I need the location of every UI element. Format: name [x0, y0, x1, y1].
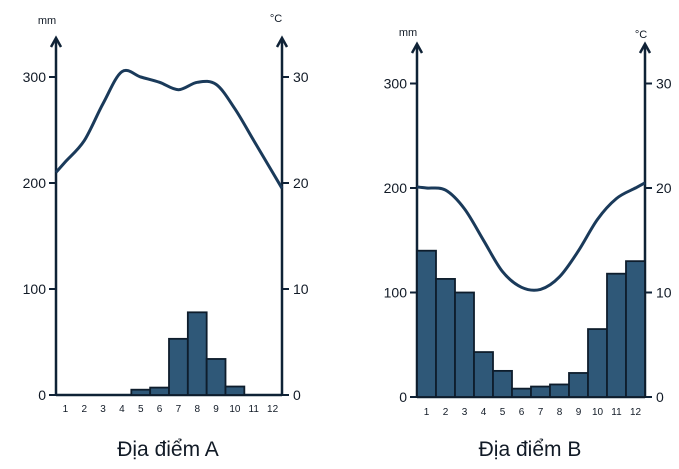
x-tick-label: 3	[100, 404, 106, 415]
x-tick-label: 11	[611, 407, 622, 418]
x-tick-label: 10	[592, 407, 604, 418]
temperature-line	[416, 181, 646, 292]
rainfall-bar-month-6	[511, 387, 532, 398]
y-axis-left-arrow	[410, 41, 424, 54]
rainfall-bar-month-1	[416, 249, 437, 398]
x-tick-label: 4	[481, 407, 487, 418]
y-right-tick-label: 20	[293, 175, 309, 191]
y-right-tick-label: 10	[656, 285, 672, 301]
x-tick-label: 11	[249, 404, 260, 415]
rainfall-bar-month-9	[205, 358, 227, 396]
rainfall-bar-month-8	[186, 311, 208, 396]
x-tick-label: 10	[229, 404, 241, 415]
x-tick-label: 3	[462, 407, 468, 418]
rainfall-bar-month-6	[149, 386, 170, 396]
chart-caption: Địa điểm A	[117, 438, 219, 461]
rainfall-bar-month-5	[130, 388, 152, 396]
rainfall-bar-month-2	[435, 278, 456, 398]
y-right-tick-label: 0	[293, 387, 301, 403]
chart-caption: Địa điểm B	[479, 438, 582, 461]
y-axis-left-unit: mm	[38, 15, 56, 27]
x-tick-label: 8	[194, 404, 200, 415]
rainfall-bar-month-10	[224, 385, 246, 396]
x-tick-label: 5	[500, 407, 506, 418]
x-tick-label: 6	[519, 407, 525, 418]
y-left-tick-label: 300	[23, 69, 47, 85]
y-left-tick-label: 0	[399, 389, 407, 405]
y-right-tick-label: 30	[656, 76, 672, 92]
y-right-tick-label: 10	[293, 281, 309, 297]
y-right-tick-label: 0	[656, 389, 664, 405]
y-axis-left-unit: mm	[399, 27, 417, 39]
x-tick-label: 1	[63, 404, 69, 415]
x-tick-label: 9	[576, 407, 582, 418]
y-left-tick-label: 300	[384, 76, 408, 92]
x-tick-label: 4	[119, 404, 125, 415]
rainfall-bar-month-5	[492, 369, 513, 398]
rainfall-bar-month-11	[606, 272, 627, 398]
rainfall-bar-month-10	[587, 328, 608, 398]
rainfall-bar-month-9	[568, 372, 589, 398]
rainfall-bar-month-4	[473, 351, 494, 398]
y-axis-right-unit: °C	[270, 13, 282, 25]
y-axis-right-arrow	[638, 41, 652, 54]
x-tick-label: 2	[443, 407, 449, 418]
y-left-tick-label: 200	[384, 180, 408, 196]
x-tick-label: 6	[157, 404, 163, 415]
y-axis-left-arrow	[49, 35, 63, 48]
rainfall-bar-month-7	[168, 337, 189, 396]
rainfall-bar-month-7	[530, 385, 551, 398]
x-tick-label: 12	[267, 404, 279, 415]
y-axis-right-unit: °C	[635, 29, 647, 41]
x-tick-label: 7	[538, 407, 544, 418]
x-tick-label: 9	[213, 404, 219, 415]
x-tick-label: 2	[81, 404, 87, 415]
y-right-tick-label: 30	[293, 69, 309, 85]
x-tick-label: 7	[176, 404, 182, 415]
y-right-tick-label: 20	[656, 180, 672, 196]
rainfall-bar-month-3	[454, 291, 475, 398]
x-tick-label: 1	[424, 407, 430, 418]
rainfall-bar-month-8	[549, 383, 570, 398]
x-tick-label: 12	[630, 407, 642, 418]
y-left-tick-label: 0	[38, 387, 46, 403]
temperature-line	[54, 68, 284, 190]
y-left-tick-label: 100	[384, 285, 408, 301]
x-tick-label: 5	[138, 404, 144, 415]
rainfall-bar-month-12	[625, 260, 646, 398]
y-left-tick-label: 100	[23, 281, 47, 297]
y-left-tick-label: 200	[23, 175, 47, 191]
y-axis-right-arrow	[275, 35, 289, 48]
x-tick-label: 8	[557, 407, 563, 418]
